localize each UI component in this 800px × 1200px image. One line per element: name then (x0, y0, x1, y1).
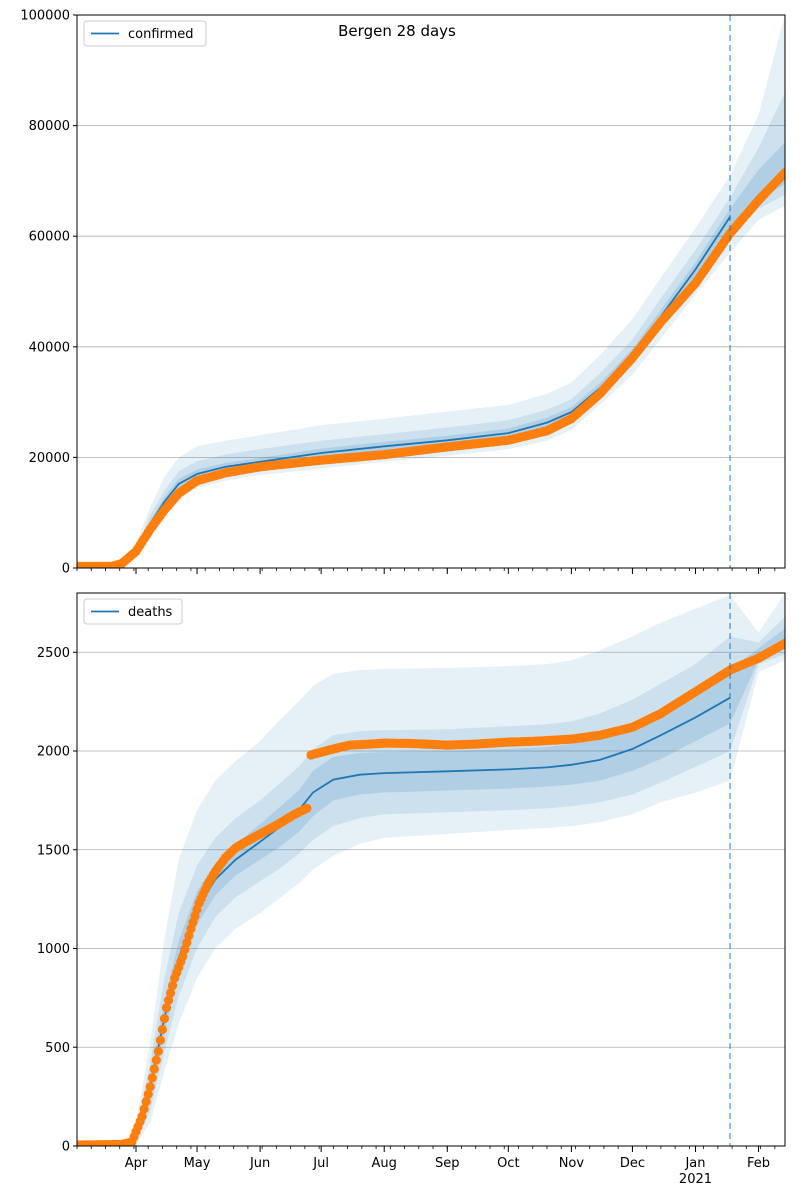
legend-box (83, 598, 183, 625)
y-tick-label: 0 (62, 1140, 70, 1155)
observed-point (164, 995, 174, 1005)
x-tick-label: Aug (372, 1156, 397, 1171)
x-tick-label: Jan (684, 1156, 705, 1171)
observed-point (182, 938, 192, 948)
y-tick-label: 40000 (29, 340, 70, 355)
y-tick-label: 100000 (20, 9, 70, 24)
observed-point (184, 931, 194, 941)
observed-point (180, 944, 190, 955)
plot-area (77, 593, 785, 1146)
observed-point (149, 1064, 159, 1074)
y-tick-label: 1500 (37, 843, 70, 858)
y-tick-label: 60000 (29, 230, 70, 245)
axes-frame (76, 592, 786, 1147)
legend-label: confirmed (128, 27, 194, 42)
y-tick-label: 1000 (37, 942, 70, 957)
plot-area (77, 15, 785, 568)
observed-point (780, 638, 785, 648)
legend-label: deaths (128, 605, 173, 620)
y-tick-label: 80000 (29, 119, 70, 134)
x-tick-label: Nov (559, 1156, 585, 1171)
observed-point (159, 1014, 170, 1024)
x-tick-label: Feb (747, 1156, 770, 1171)
x-tick-label: Oct (497, 1156, 519, 1171)
x-tick-label: Dec (620, 1156, 645, 1171)
y-tick-label: 0 (62, 562, 70, 577)
observed-point (155, 1035, 165, 1045)
x-tick-label: Jul (312, 1156, 329, 1171)
observed-points (77, 638, 785, 1146)
observed-point (157, 1024, 167, 1035)
panel-2: 0 500 1000 1500 2000 2500 Apr May Jun Jul Aug Sep Oc… (37, 592, 786, 1187)
x-tick-label: Apr (125, 1156, 148, 1171)
observed-point (147, 1073, 157, 1083)
legend: deaths (83, 598, 183, 625)
observed-point (153, 1046, 163, 1056)
x-tick-label: Sep (435, 1156, 460, 1171)
observed-point (168, 980, 178, 991)
x-tick-label: May (184, 1156, 211, 1171)
observed-point (166, 988, 176, 998)
uncertainty-band-inner (77, 142, 785, 568)
observed-point (137, 1111, 147, 1121)
x-year-label: 2021 (679, 1172, 712, 1187)
model-line-confirmed (77, 216, 731, 568)
observed-point (145, 1082, 155, 1092)
observed-points (77, 168, 785, 568)
y-tick-label: 2500 (37, 646, 70, 661)
observed-point (151, 1055, 161, 1065)
x-tick-label: Jun (249, 1156, 270, 1171)
y-tick-label: 20000 (29, 451, 70, 466)
observed-point (141, 1097, 151, 1107)
chart-title: Bergen 28 days (338, 22, 456, 40)
y-tick-label: 2000 (37, 745, 70, 760)
observed-point (302, 803, 312, 813)
y-tick-label: 500 (45, 1041, 70, 1056)
legend-box (83, 20, 207, 47)
panel-1: 0 20000 40000 60000 80000 100000 Bergen 28 day… (20, 9, 786, 577)
observed-point (780, 168, 785, 178)
observed-point (139, 1104, 149, 1114)
legend: confirmed (83, 20, 207, 47)
axes-frame (76, 14, 786, 569)
observed-point (178, 951, 188, 962)
observed-point (161, 1003, 172, 1013)
observed-point (143, 1089, 153, 1099)
uncertainty-band-middle (77, 92, 785, 568)
uncertainty-band-middle (77, 616, 785, 1146)
